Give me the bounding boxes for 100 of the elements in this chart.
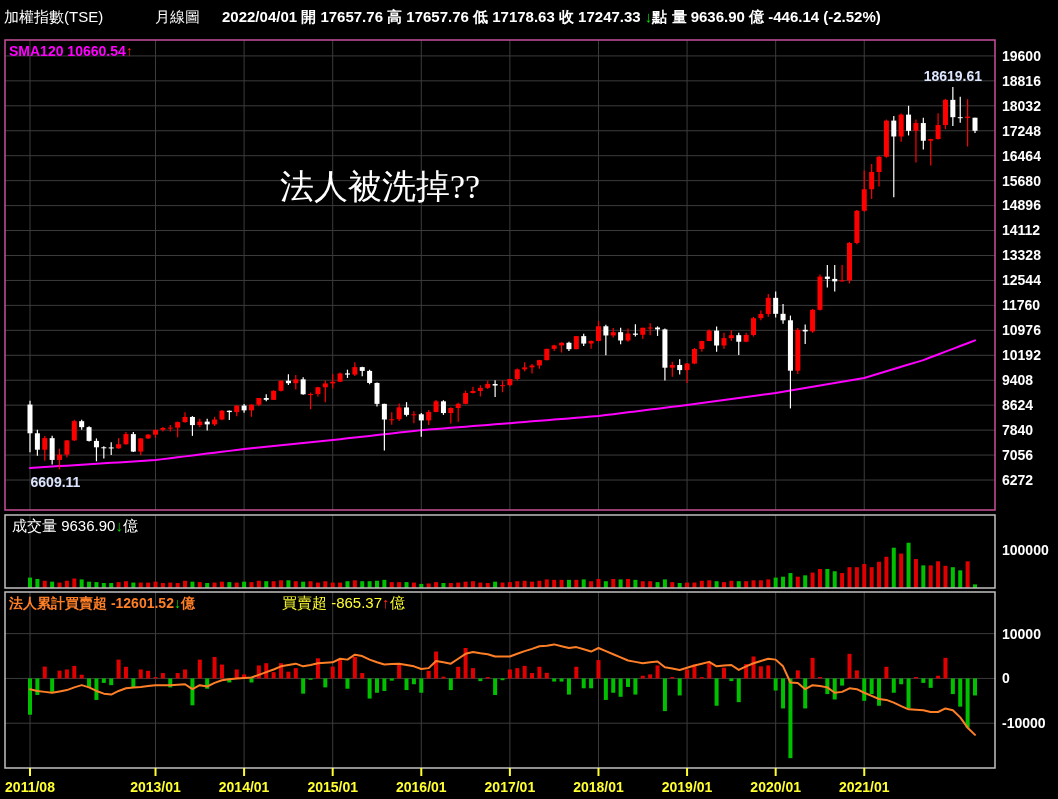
bar [574,666,579,679]
bar [788,678,793,759]
bar [884,556,889,588]
bar [655,665,660,679]
candlestick [470,386,476,395]
bar [109,678,114,686]
bar [72,665,77,679]
bar [419,678,424,693]
y-tick-label: 12544 [1002,272,1042,289]
bar [854,670,859,679]
bar [921,565,926,588]
bar [522,665,527,679]
bar [899,678,904,685]
x-tick-label: 2017/01 [484,779,536,795]
bar [611,678,616,693]
bar [899,553,904,588]
bar [795,670,800,679]
bar [507,669,512,679]
y-tick-label: 8624 [1002,397,1034,414]
bar [943,565,948,588]
bar [367,678,372,699]
chart-subtitle: 買賣超 -865.37↑億 [282,594,405,611]
candlestick [93,437,99,462]
bar [810,657,815,679]
bar [648,674,653,679]
bar [906,542,911,588]
candlestick [751,316,757,338]
bar [928,565,933,588]
bar [131,678,136,688]
y-tick-label: 9408 [1002,372,1034,389]
annotation: 法人被洗掉?? [280,168,481,205]
bar [382,678,387,691]
bar [537,666,542,679]
x-tick-label: 2014/01 [218,779,270,795]
bar [662,678,667,712]
bar [219,664,224,679]
candlestick [49,435,55,466]
x-tick-label: 2020/01 [750,779,802,795]
bar [87,678,92,687]
text: 法人累計買賣超 -12601.52↓億 [8,595,196,611]
bar [781,678,786,709]
candlestick [492,379,498,398]
bar [817,568,822,588]
x-tick-label: 2013/01 [130,779,182,795]
candlestick [684,362,690,384]
y-tick-label: 0 [1002,670,1010,687]
bar [921,678,926,683]
candlestick [773,290,779,319]
bar [293,668,298,679]
y-tick-label: 19600 [1002,47,1042,64]
candlestick [418,412,424,438]
y-tick-label: 16464 [1002,147,1042,164]
candlestick [906,105,912,137]
bar [463,647,468,679]
bar [847,567,852,588]
candlestick [34,429,40,457]
bar [146,670,151,679]
candlestick [898,112,904,143]
bar [389,678,394,681]
candlestick [928,138,934,166]
candlestick [57,448,63,470]
candlestick [189,415,195,437]
bar [803,678,808,709]
bar [891,547,896,588]
bar [840,573,845,588]
y-tick-label: 14112 [1002,222,1041,239]
y-tick-label: 7840 [1002,422,1034,439]
bar [456,666,461,679]
bar [404,678,409,691]
y-tick-label: 14896 [1002,197,1042,214]
y-tick-label: 10000 [1002,625,1042,642]
bar [581,678,586,689]
bar [345,678,350,689]
bar [603,678,608,700]
candlestick [529,363,535,375]
bar [936,561,941,588]
chart-title: 成交量 9636.90↓億 [12,517,138,534]
bar [64,669,69,679]
bar [448,678,453,691]
x-tick-label: 2018/01 [573,779,624,795]
bar [559,678,564,682]
bar [515,668,520,679]
x-tick-label: 2019/01 [661,779,713,795]
bar [884,666,889,679]
bar [869,567,874,588]
y-tick-label: 6272 [1002,471,1034,488]
bar [958,678,963,707]
bar [965,561,970,588]
bar [906,678,911,709]
bar [736,678,741,703]
bar [183,669,188,679]
bar [618,678,623,697]
y-tick-label: 17248 [1002,122,1042,139]
bar [28,678,32,715]
bar [470,668,475,679]
bar [101,678,106,683]
bar [234,669,239,679]
bar [877,561,882,588]
bar [123,666,128,679]
bar [175,673,180,679]
